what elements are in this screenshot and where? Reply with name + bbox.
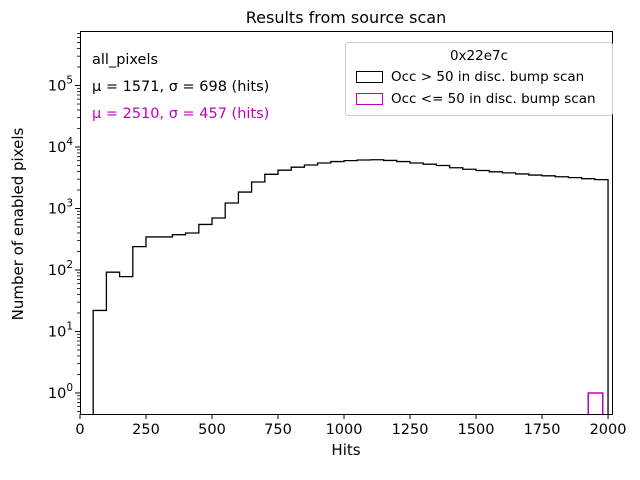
- tick-labels: 0 250 500 750 1000 1250 1500 1750 2000 100 101 102 1…: [48, 75, 627, 438]
- x-tick-label: 1000: [326, 422, 363, 438]
- legend-swatch-icon: [356, 71, 383, 83]
- series: [92, 159, 609, 414]
- y-tick-label: 105: [48, 75, 73, 95]
- y-tick-label: 103: [48, 197, 73, 217]
- x-tick-label: 500: [198, 422, 226, 438]
- step-histogram-magenta: [587, 392, 604, 414]
- y-tick-label: 104: [48, 136, 73, 156]
- x-tick-label: 250: [132, 422, 160, 438]
- plot-frame: [80, 31, 613, 415]
- x-tick-label: 750: [264, 422, 292, 438]
- stats-annotations: all_pixels μ = 1571, σ = 698 (hits) μ = 25…: [92, 47, 269, 128]
- x-tick-label: 1750: [524, 422, 561, 438]
- annotation-line-2: μ = 2510, σ = 457 (hits): [92, 106, 270, 122]
- legend-label: Occ <= 50 in disc. bump scan: [391, 91, 596, 107]
- legend-label: Occ > 50 in disc. bump scan: [391, 69, 585, 85]
- x-tick-label: 1250: [392, 422, 429, 438]
- legend-entry-1: Occ <= 50 in disc. bump scan: [346, 88, 612, 110]
- annotation-line-0: all_pixels: [92, 52, 159, 68]
- x-tick-label: 1500: [458, 422, 495, 438]
- y-axis-label: Number of enabled pixels: [9, 127, 27, 321]
- chart-title: Results from source scan: [245, 8, 447, 27]
- x-axis-label: Hits: [331, 441, 361, 459]
- annotation-line-1: μ = 1571, σ = 698 (hits): [92, 79, 270, 95]
- step-histogram-black: [92, 159, 609, 414]
- legend-rows: Occ > 50 in disc. bump scan Occ <= 50 in …: [346, 66, 612, 110]
- x-tick-label: 0: [75, 422, 84, 438]
- x-tick-label: 2000: [590, 422, 627, 438]
- legend: 0x22e7c Occ > 50 in disc. bump scan Occ <…: [345, 42, 613, 116]
- legend-title: 0x22e7c: [449, 48, 509, 64]
- legend-swatch-icon: [356, 93, 383, 105]
- y-tick-label: 101: [48, 320, 73, 340]
- legend-entry-0: Occ > 50 in disc. bump scan: [346, 66, 612, 88]
- y-tick-label: 100: [48, 382, 73, 402]
- y-tick-label: 102: [48, 259, 73, 279]
